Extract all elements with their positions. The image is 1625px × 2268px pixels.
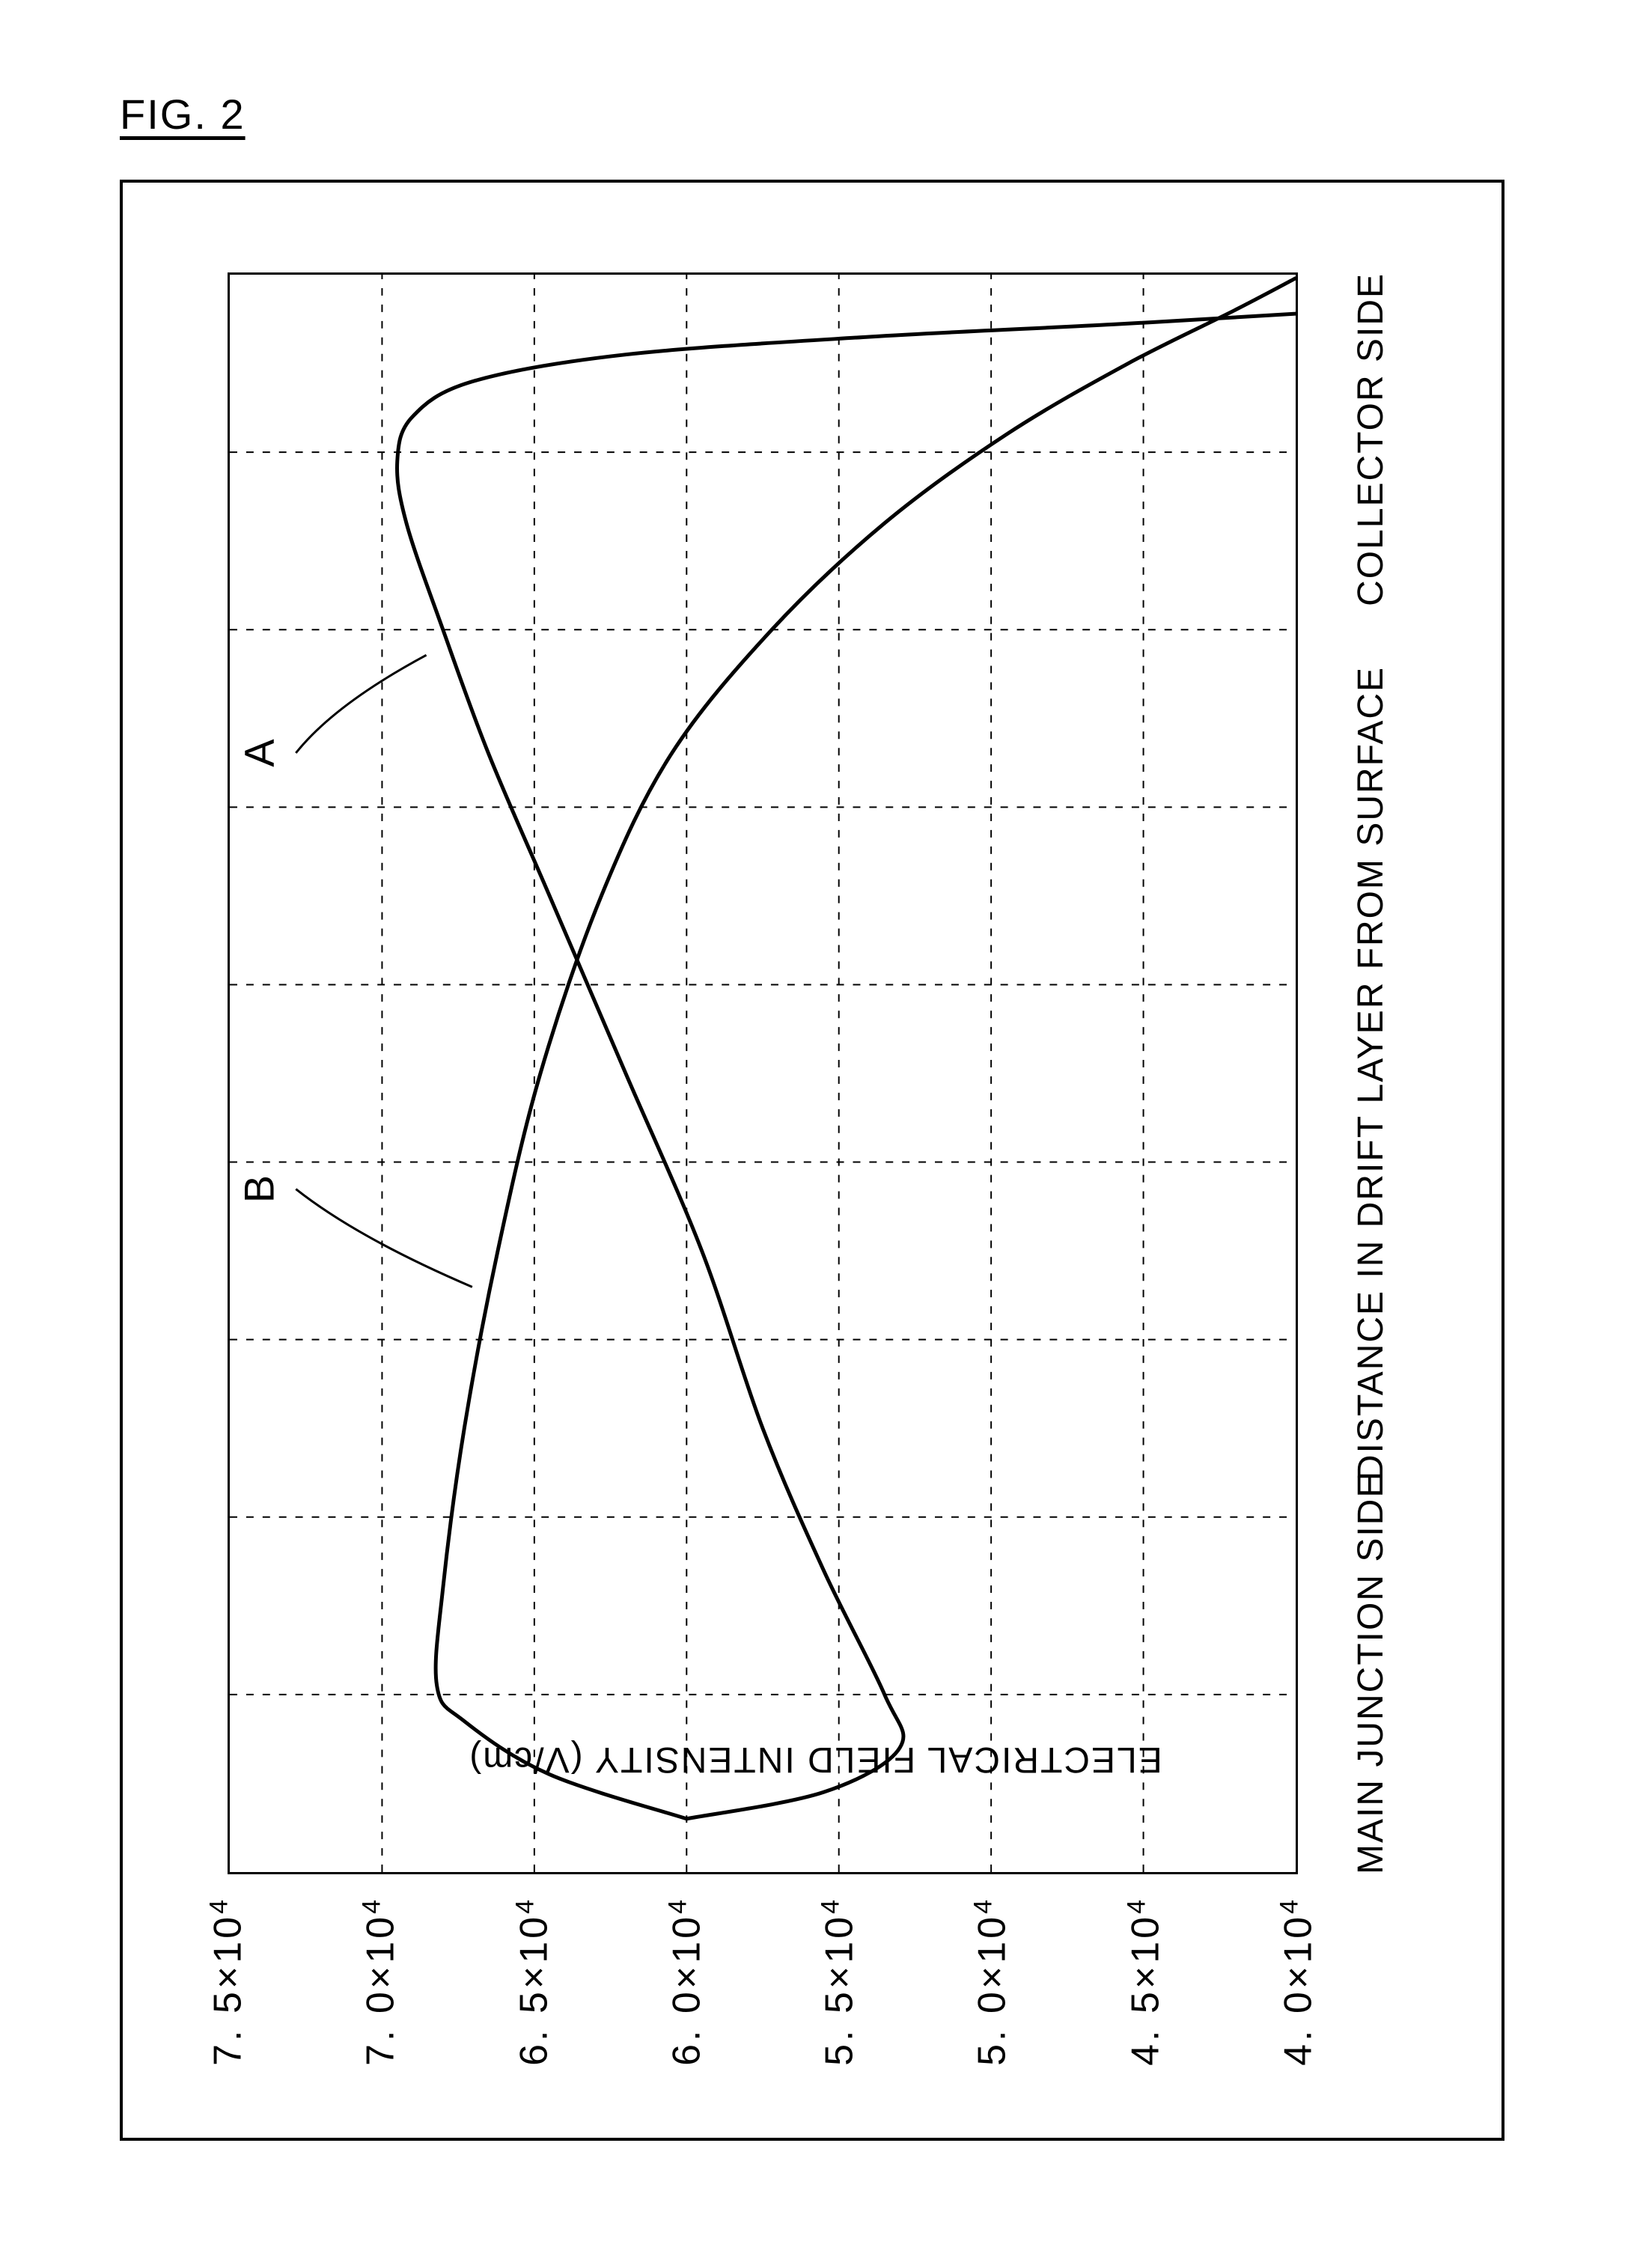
- y-tick-label: 6. 5×104: [510, 1897, 556, 2091]
- plot-svg: [230, 275, 1296, 1872]
- series-A: [397, 314, 1296, 1819]
- page: FIG. 2 ELECTRICAL FIELD INTENSITY (V/cm)…: [0, 0, 1625, 2268]
- y-tick-label: 7. 5×104: [204, 1897, 250, 2091]
- chart-rotor: ELECTRICAL FIELD INTENSITY (V/cm) 4. 0×1…: [123, 183, 1507, 2144]
- y-tick-label: 4. 0×104: [1275, 1897, 1320, 2091]
- series-B: [436, 278, 1296, 1819]
- x-axis-right-end-label: COLLECTOR SIDE: [1350, 272, 1391, 606]
- figure-label: FIG. 2: [120, 90, 246, 138]
- y-tick-label: 7. 0×104: [358, 1897, 403, 2091]
- y-tick-label: 5. 5×104: [816, 1897, 862, 2091]
- y-tick-label: 5. 0×104: [969, 1897, 1015, 2091]
- y-tick-label: 6. 0×104: [663, 1897, 709, 2091]
- chart-outer-frame: ELECTRICAL FIELD INTENSITY (V/cm) 4. 0×1…: [120, 180, 1504, 2141]
- y-tick-label: 4. 5×104: [1122, 1897, 1168, 2091]
- chart-landscape: ELECTRICAL FIELD INTENSITY (V/cm) 4. 0×1…: [123, 183, 1507, 2144]
- plot-area: [228, 272, 1298, 1874]
